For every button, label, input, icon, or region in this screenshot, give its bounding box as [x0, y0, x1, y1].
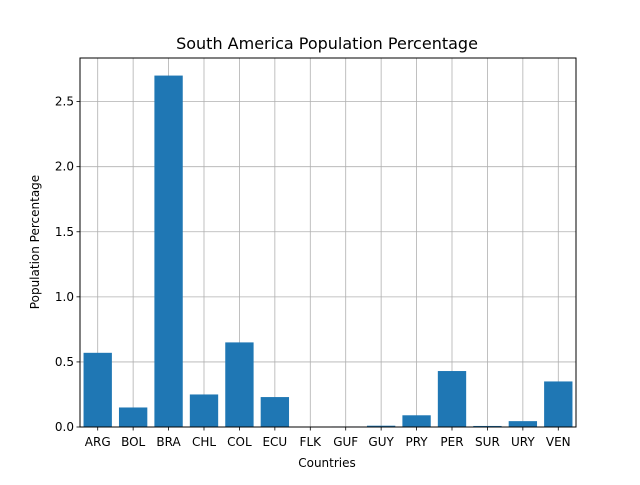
x-tick-label: ARG	[85, 435, 111, 449]
y-tick-label: 1.5	[55, 225, 74, 239]
y-tick-label: 1.0	[55, 290, 74, 304]
bar-col	[225, 342, 253, 427]
y-tick-label: 0.0	[55, 420, 74, 434]
x-tick-label: PRY	[406, 435, 429, 449]
bar-chl	[190, 394, 218, 427]
bar-pry	[402, 415, 430, 427]
x-tick-label: CHL	[192, 435, 216, 449]
x-tick-label: PER	[440, 435, 463, 449]
y-axis-label: Population Percentage	[28, 175, 42, 309]
bar-arg	[84, 353, 112, 427]
bar-per	[438, 371, 466, 427]
y-tick-label: 0.5	[55, 355, 74, 369]
x-tick-label: BOL	[121, 435, 145, 449]
bar-ury	[509, 421, 537, 427]
x-tick-label: GUY	[368, 435, 394, 449]
bar-ecu	[261, 397, 289, 427]
y-tick-label: 2.5	[55, 95, 74, 109]
x-tick-label: SUR	[475, 435, 500, 449]
x-tick-label: ECU	[262, 435, 287, 449]
bar-ven	[544, 381, 572, 427]
y-tick-label: 2.0	[55, 160, 74, 174]
x-tick-label: COL	[227, 435, 252, 449]
bar-bra	[154, 76, 182, 427]
chart-title: South America Population Percentage	[176, 34, 478, 53]
x-tick-label: GUF	[333, 435, 358, 449]
x-tick-label: VEN	[546, 435, 571, 449]
x-axis-label: Countries	[298, 456, 356, 470]
x-tick-label: BRA	[156, 435, 181, 449]
x-tick-label: URY	[511, 435, 535, 449]
x-tick-label: FLK	[300, 435, 323, 449]
bar-bol	[119, 407, 147, 427]
